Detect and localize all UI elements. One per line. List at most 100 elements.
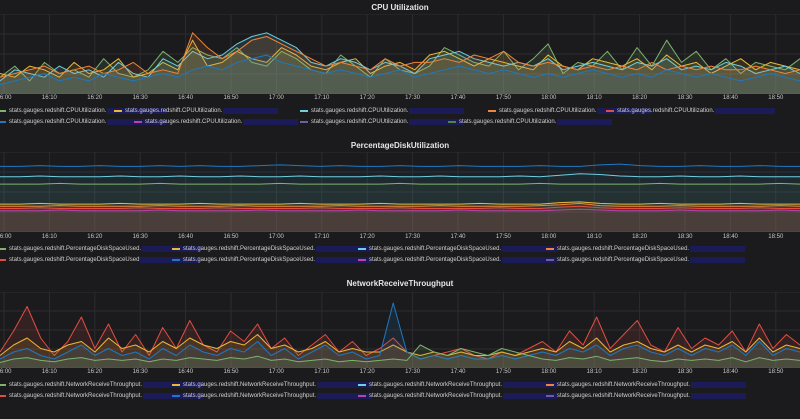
legend-item[interactable]: stats.gauges.redshift.NetworkReceiveThro… <box>172 380 373 390</box>
x-tick-label: 17:30 <box>405 369 421 375</box>
legend-row: stats.gauges.redshift.NetworkReceiveThro… <box>0 391 800 402</box>
legend-item[interactable]: stats.gauges.redshift.PercentageDiskSpac… <box>172 255 372 265</box>
legend-item[interactable]: stats.gauges.redshift.PercentageDiskSpac… <box>546 255 746 265</box>
legend-label: stats.gauges.redshift.CPUUtilization. <box>145 119 243 125</box>
legend-label: stats.gauges.redshift.NetworkReceiveThro… <box>557 393 691 399</box>
series-line-4 <box>0 202 800 207</box>
legend-label: stats.gauges.redshift.NetworkReceiveThro… <box>183 393 317 399</box>
x-tick-label: 16:50 <box>223 234 239 240</box>
x-tick-label: 16:00 <box>0 234 12 240</box>
legend-item[interactable]: stats.gauges.redshift.NetworkReceiveThro… <box>172 391 373 401</box>
panel-percentage-disk-utilization: PercentageDiskUtilization 16:00 16:10 16:2… <box>0 138 800 270</box>
x-tick-label: 16:20 <box>87 234 103 240</box>
x-tick-label: 16:10 <box>41 369 57 375</box>
legend-item[interactable]: stats.gauges.redshift.CPUUtilization. <box>488 106 653 116</box>
redacted-block <box>316 257 372 263</box>
legend-label: stats.gauges.redshift.NetworkReceiveThro… <box>183 382 317 388</box>
legend-swatch <box>0 259 6 261</box>
legend-swatch <box>488 110 496 112</box>
panel-cpu-utilization: CPU Utilization 16:00 16:10 16:20 16:30 16:4… <box>0 0 800 132</box>
legend-swatch <box>358 248 366 250</box>
x-tick-label: 16:40 <box>178 95 194 101</box>
series-area-2 <box>0 303 800 368</box>
legend: stats.gauges.redshift.PercentageDiskSpac… <box>0 244 800 266</box>
x-tick-label: 17:20 <box>359 234 375 240</box>
series-area-4 <box>0 55 800 94</box>
x-tick-label: 16:20 <box>87 95 103 101</box>
legend-label: stats.gauges.redshift.PercentageDiskSpac… <box>9 257 140 263</box>
x-tick-label: 18:00 <box>541 369 557 375</box>
legend-label: stats.gauges.redshift.CPUUtilization. <box>9 108 107 114</box>
legend-row: stats.gauges.redshift.NetworkReceiveThro… <box>0 380 800 391</box>
panel-title[interactable]: NetworkReceiveThroughput <box>346 279 454 288</box>
legend-swatch <box>0 121 6 123</box>
redacted-block <box>409 119 465 125</box>
legend-swatch <box>172 384 180 386</box>
x-tick-label: 18:20 <box>632 234 648 240</box>
series-line-0 <box>0 306 800 360</box>
x-axis-ticks: 16:00 16:10 16:20 16:30 16:40 16:50 17:00 17:10… <box>0 95 800 105</box>
x-tick-label: 17:20 <box>359 95 375 101</box>
x-tick-label: 16:00 <box>0 369 12 375</box>
panel-title[interactable]: CPU Utilization <box>371 3 429 12</box>
legend-item[interactable]: stats.gauges.redshift.NetworkReceiveThro… <box>546 380 747 390</box>
x-tick-label: 17:50 <box>495 234 511 240</box>
legend-swatch <box>0 248 6 250</box>
legend-item[interactable]: stats.gauges.redshift.PercentageDiskSpac… <box>546 244 746 254</box>
legend-item[interactable]: stats.gauges.redshift.NetworkReceiveThro… <box>358 391 559 401</box>
legend-item[interactable]: stats.gauges.redshift.PercentageDiskSpac… <box>358 244 558 254</box>
x-tick-label: 18:30 <box>677 95 693 101</box>
legend-item[interactable]: stats.gauges.redshift.NetworkReceiveThro… <box>358 380 559 390</box>
redacted-block <box>317 382 373 388</box>
legend-item[interactable]: stats.gauges.redshift.CPUUtilization. <box>300 106 465 116</box>
legend-label: stats.gauges.redshift.PercentageDiskSpac… <box>9 246 142 252</box>
legend-swatch <box>300 110 308 112</box>
panel-title[interactable]: PercentageDiskUtilization <box>350 141 450 150</box>
series-area-1 <box>0 334 800 368</box>
x-tick-label: 17:20 <box>359 369 375 375</box>
legend-swatch <box>172 259 180 261</box>
legend-swatch <box>546 384 554 386</box>
redacted-block <box>243 119 299 125</box>
x-tick-label: 16:40 <box>178 234 194 240</box>
legend-item[interactable]: stats.gauges.redshift.CPUUtilization. <box>606 106 776 116</box>
series-line-1 <box>0 334 800 356</box>
legend-item[interactable]: stats.gauges.redshift.NetworkReceiveThro… <box>546 391 747 401</box>
x-tick-label: 18:10 <box>586 234 602 240</box>
redacted-block <box>690 246 746 252</box>
legend-item[interactable]: stats.gauges.redshift.PercentageDiskSpac… <box>358 255 558 265</box>
legend: stats.gauges.redshift.NetworkReceiveThro… <box>0 380 800 402</box>
x-tick-label: 16:30 <box>132 234 148 240</box>
legend-item[interactable]: stats.gauges.redshift.CPUUtilization. <box>0 106 168 116</box>
grid <box>0 152 800 232</box>
redacted-block <box>503 393 559 399</box>
x-tick-label: 17:10 <box>314 95 330 101</box>
legend-item[interactable]: stats.gauges.redshift.CPUUtilization. <box>134 117 299 127</box>
legend-label: stats.gauges.redshift.CPUUtilization. <box>459 119 557 125</box>
redacted-block <box>597 108 653 114</box>
x-tick-label: 18:30 <box>677 369 693 375</box>
redacted-block <box>691 382 747 388</box>
x-tick-label: 16:30 <box>132 369 148 375</box>
series-area-3 <box>0 32 800 94</box>
x-tick-label: 18:40 <box>722 369 738 375</box>
x-tick-label: 18:10 <box>586 95 602 101</box>
redacted-block <box>557 119 613 125</box>
legend-item[interactable]: stats.gauges.redshift.PercentageDiskSpac… <box>172 244 372 254</box>
legend-item[interactable]: stats.gauges.redshift.PercentageDiskSpac… <box>0 255 201 265</box>
redacted-block <box>107 108 168 114</box>
legend-label: stats.gauges.redshift.CPUUtilization. <box>9 119 107 125</box>
x-tick-label: 16:10 <box>41 234 57 240</box>
legend-item[interactable]: stats.gauges.redshift.CPUUtilization. <box>448 117 613 127</box>
x-tick-label: 18:10 <box>586 369 602 375</box>
legend-swatch <box>606 110 614 112</box>
legend-swatch <box>0 384 6 386</box>
legend-item[interactable]: stats.gauges.redshift.CPUUtilization. <box>114 106 279 116</box>
disk-utilization-plot <box>0 152 800 232</box>
series-area-0 <box>0 306 800 368</box>
x-tick-label: 18:00 <box>541 95 557 101</box>
legend-item[interactable]: stats.gauges.redshift.CPUUtilization. <box>300 117 465 127</box>
redacted-block <box>690 257 746 263</box>
x-tick-label: 18:20 <box>632 369 648 375</box>
redacted-block <box>409 108 465 114</box>
